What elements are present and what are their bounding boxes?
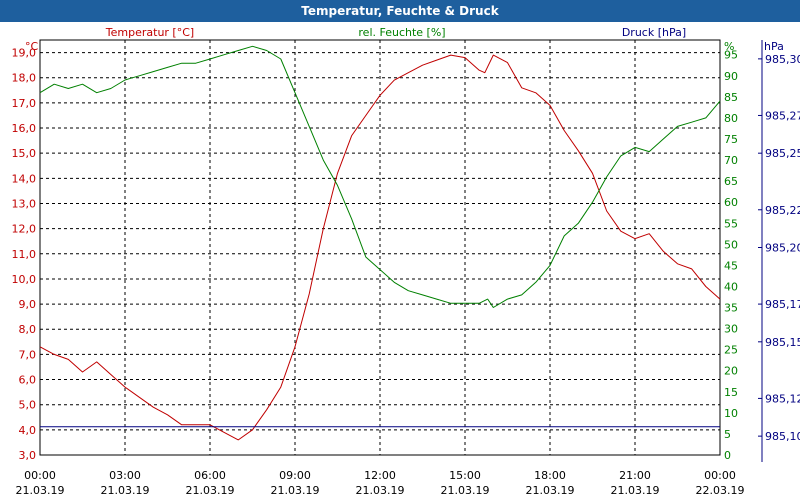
temperature-axis-unit: °C <box>25 40 39 53</box>
humidity-tick-label: 65 <box>724 175 738 188</box>
pressure-tick-label: 985,22 <box>765 204 800 217</box>
humidity-tick-label: 60 <box>724 196 738 209</box>
temperature-tick-labels: 3,0 4,0 5,0 6,0 7,0 8,0 9,0 10,0 11,0 12,0 13,0 14,… <box>12 47 37 462</box>
time-tick-label: 03:00 <box>109 469 141 482</box>
time-tick-label: 21:00 <box>619 469 651 482</box>
humidity-tick-label: 55 <box>724 217 738 230</box>
temperature-tick-label: 12,0 <box>12 223 37 236</box>
humidity-tick-label: 35 <box>724 302 738 315</box>
temperature-tick-label: 3,0 <box>19 449 37 462</box>
date-tick-label: 21.03.19 <box>611 484 660 497</box>
humidity-tick-label: 25 <box>724 344 738 357</box>
temperature-axis-label: Temperatur [°C] <box>105 26 194 39</box>
temperature-tick-label: 13,0 <box>12 197 37 210</box>
time-tick-label: 09:00 <box>279 469 311 482</box>
pressure-axis-label: Druck [hPa] <box>622 26 686 39</box>
temperature-tick-label: 9,0 <box>19 298 37 311</box>
time-tick-label: 06:00 <box>194 469 226 482</box>
time-tick-label: 00:00 <box>24 469 56 482</box>
pressure-tick-labels: 985,10 985,12 985,15 985,17 985,20 985,22 985,… <box>758 53 800 443</box>
temperature-tick-label: 15,0 <box>12 147 37 160</box>
axis-lines <box>39 39 763 462</box>
temperature-tick-label: 10,0 <box>12 273 37 286</box>
pressure-tick-label: 985,27 <box>765 109 800 122</box>
time-tick-label: 18:00 <box>534 469 566 482</box>
time-tick-label: 15:00 <box>449 469 481 482</box>
pressure-tick-label: 985,15 <box>765 336 800 349</box>
date-tick-label: 21.03.19 <box>271 484 320 497</box>
temperature-series-line <box>39 54 721 441</box>
date-tick-label: 21.03.19 <box>441 484 490 497</box>
humidity-tick-label: 30 <box>724 323 738 336</box>
temperature-tick-label: 6,0 <box>19 374 37 387</box>
pressure-tick-label: 985,20 <box>765 242 800 255</box>
humidity-tick-label: 95 <box>724 49 738 62</box>
time-tick-label: 12:00 <box>364 469 396 482</box>
humidity-axis-label: rel. Feuchte [%] <box>358 26 445 39</box>
humidity-tick-labels: 0 5 10 15 20 25 30 35 40 45 50 55 60 65 70 75 80 85 90 95 <box>724 49 738 462</box>
temperature-tick-label: 7,0 <box>19 348 37 361</box>
humidity-tick-label: 20 <box>724 365 738 378</box>
humidity-series-line <box>39 45 721 308</box>
temperature-tick-label: 5,0 <box>19 399 37 412</box>
temperature-tick-label: 18,0 <box>12 72 37 85</box>
humidity-tick-label: 45 <box>724 259 738 272</box>
temperature-tick-label: 19,0 <box>12 47 37 60</box>
date-tick-label: 21.03.19 <box>356 484 405 497</box>
temperature-tick-label: 14,0 <box>12 172 37 185</box>
humidity-tick-label: 70 <box>724 154 738 167</box>
date-tick-label: 21.03.19 <box>186 484 235 497</box>
pressure-tick-label: 985,25 <box>765 147 800 160</box>
date-tick-label: 21.03.19 <box>526 484 575 497</box>
temperature-tick-label: 8,0 <box>19 323 37 336</box>
humidity-axis-unit: % <box>724 40 734 53</box>
pressure-tick-label: 985,10 <box>765 430 800 443</box>
date-tick-label: 22.03.19 <box>696 484 745 497</box>
time-tick-label: 00:00 <box>704 469 736 482</box>
humidity-tick-label: 50 <box>724 238 738 251</box>
humidity-tick-label: 75 <box>724 133 738 146</box>
plot-border <box>39 39 721 456</box>
pressure-tick-label: 985,30 <box>765 53 800 66</box>
temperature-tick-label: 17,0 <box>12 97 37 110</box>
temperature-tick-label: 16,0 <box>12 122 37 135</box>
pressure-tick-label: 985,17 <box>765 298 800 311</box>
humidity-tick-label: 15 <box>724 386 738 399</box>
date-tick-label: 21.03.19 <box>101 484 150 497</box>
date-tick-label: 21.03.19 <box>16 484 65 497</box>
window-title: Temperatur, Feuchte & Druck <box>0 0 800 22</box>
time-tick-labels: 00:00 21.03.19 03:00 21.03.19 06:00 21.03.19 0… <box>16 469 745 497</box>
series-lines <box>39 45 721 441</box>
grid-lines <box>39 40 721 456</box>
humidity-tick-label: 90 <box>724 70 738 83</box>
temperature-tick-label: 11,0 <box>12 248 37 261</box>
humidity-tick-label: 80 <box>724 112 738 125</box>
humidity-tick-label: 40 <box>724 280 738 293</box>
pressure-axis-unit: hPa <box>764 40 784 53</box>
humidity-tick-label: 0 <box>724 449 731 462</box>
humidity-tick-label: 10 <box>724 407 738 420</box>
temperature-tick-label: 4,0 <box>19 424 37 437</box>
pressure-tick-label: 985,12 <box>765 392 800 405</box>
humidity-tick-label: 5 <box>724 428 731 441</box>
humidity-tick-label: 85 <box>724 91 738 104</box>
